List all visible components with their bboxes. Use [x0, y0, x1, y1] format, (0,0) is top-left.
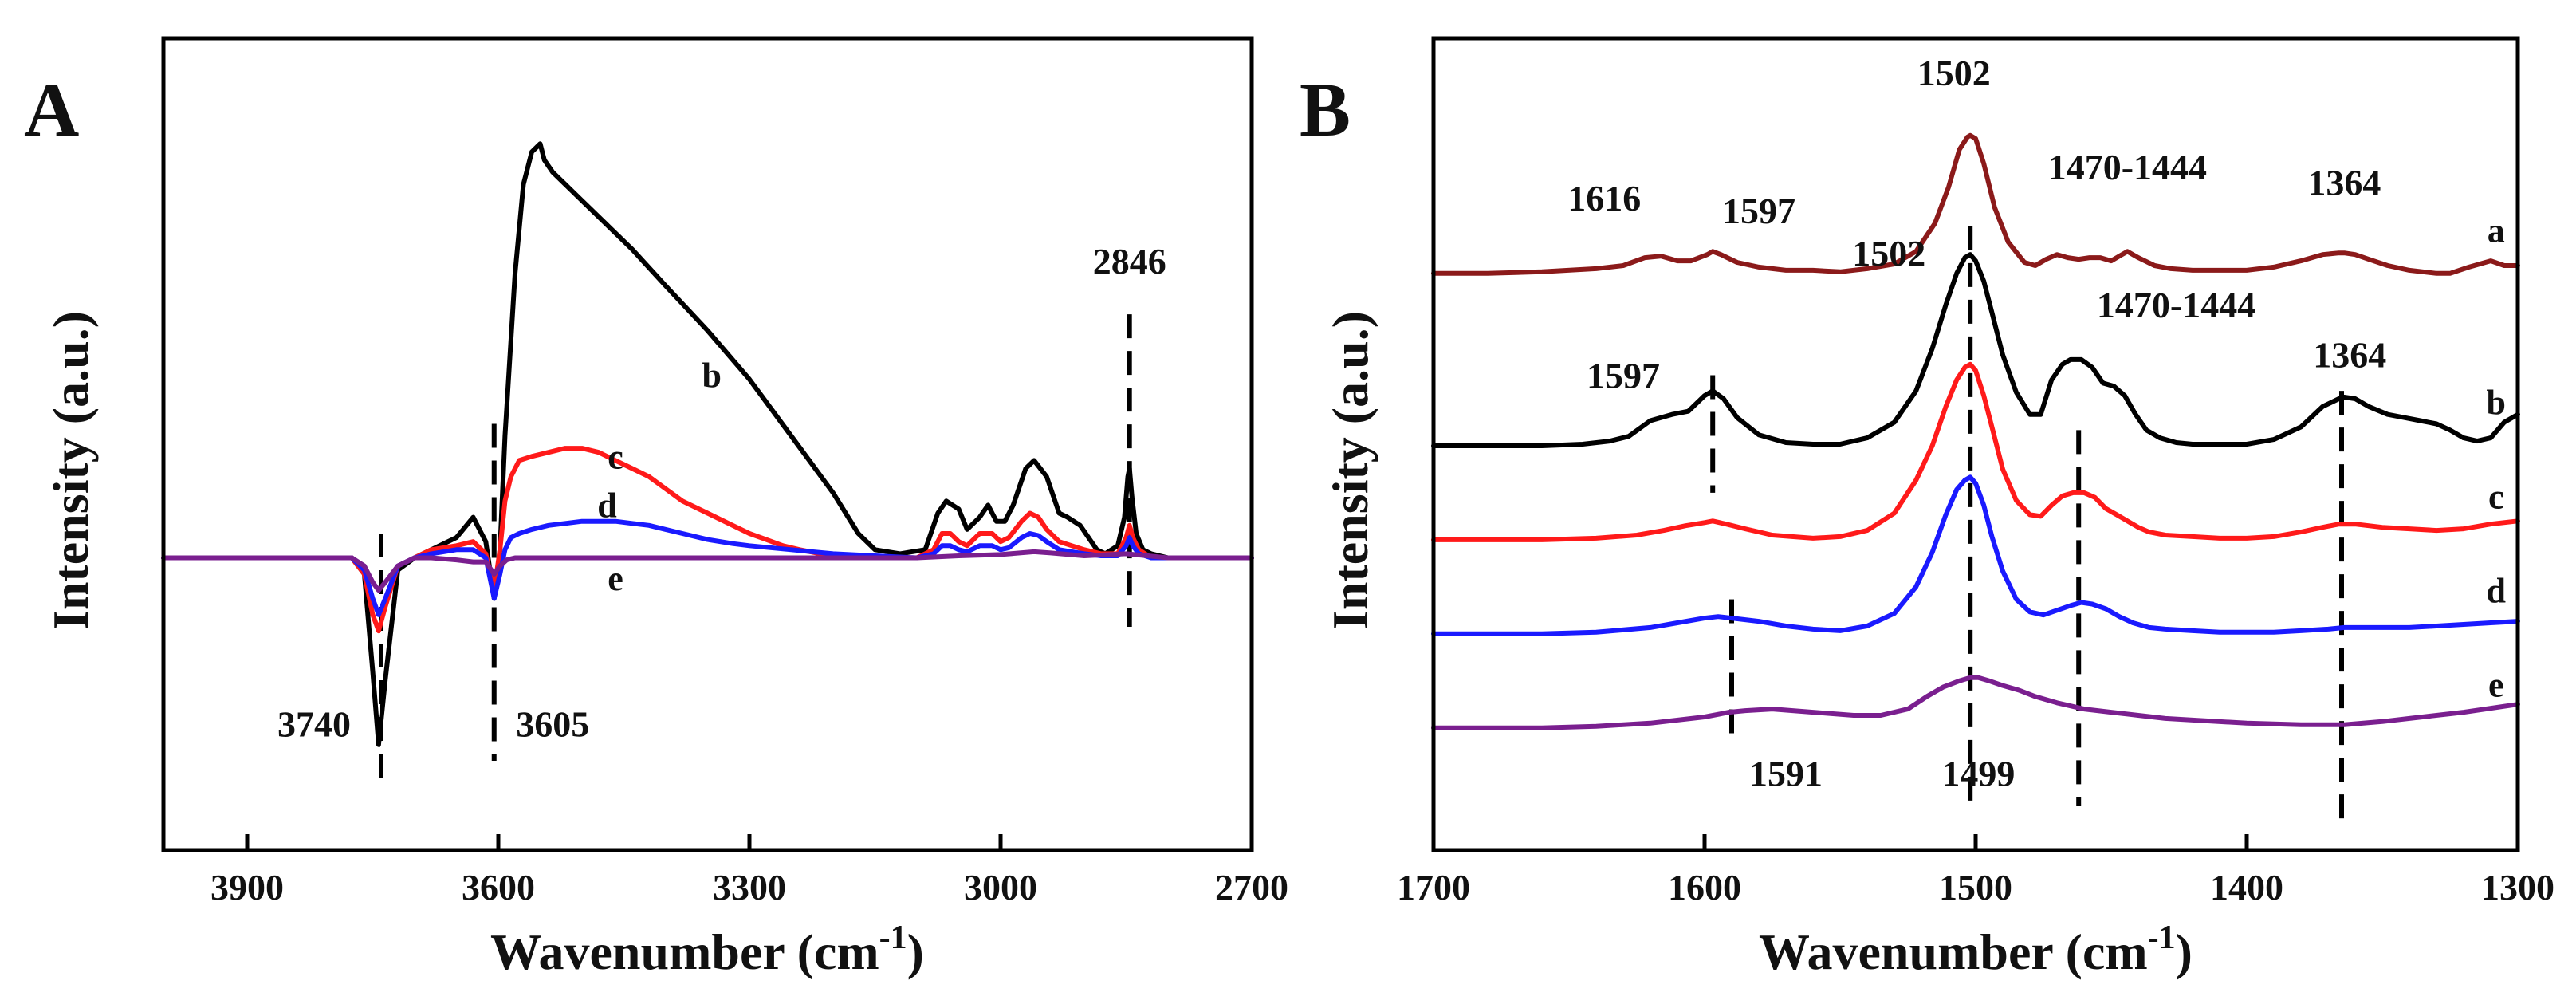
- peak-annotation-b-7: 1597: [1587, 355, 1660, 396]
- x-tick-label-a-3: 3000: [964, 867, 1037, 908]
- x-tick-label-a-2: 3300: [713, 867, 786, 908]
- series-line-b-b: [1431, 252, 2520, 448]
- series-line-b-c: [1431, 361, 2520, 542]
- peak-annotation-b-0: 1616: [1567, 178, 1641, 219]
- curve-label-a-c: c: [608, 438, 623, 477]
- panel-label-a: A: [24, 67, 79, 152]
- series-line-a-d: [161, 518, 1254, 617]
- peak-annotation-a-2: 2846: [1093, 241, 1166, 282]
- curve-label-a-d: d: [597, 486, 616, 526]
- peak-annotation-a-0: 3740: [277, 703, 351, 744]
- series-line-b-d: [1431, 474, 2520, 636]
- x-tick-label-b-4: 1300: [2481, 867, 2554, 908]
- series-line-a-b: [161, 141, 1254, 747]
- x-tick-label-b-0: 1700: [1397, 867, 1470, 908]
- curve-label-a-b: b: [702, 356, 722, 396]
- curve-label-b-d: d: [2487, 571, 2506, 610]
- peak-annotation-b-4: 1364: [2307, 163, 2381, 203]
- peak-annotation-b-8: 1364: [2313, 335, 2386, 376]
- peak-annotation-b-2: 1502: [1917, 53, 1991, 93]
- curve-label-b-a: a: [2488, 211, 2505, 250]
- peak-annotation-b-10: 1499: [1941, 753, 2015, 793]
- x-tick-label-b-2: 1500: [1939, 867, 2012, 908]
- series-line-b-a: [1431, 132, 2520, 276]
- x-axis-title-b: Wavenumber (cm-1): [1759, 919, 2193, 980]
- series-line-b-e: [1431, 675, 2520, 730]
- curve-label-a-e: e: [608, 559, 623, 598]
- peak-annotation-b-5: 1502: [1852, 233, 1925, 274]
- peak-annotation-a-1: 3605: [516, 703, 589, 744]
- curve-label-b-c: c: [2488, 478, 2504, 517]
- peak-annotation-b-6: 1470-1444: [2097, 285, 2255, 325]
- peak-annotation-b-3: 1470-1444: [2048, 147, 2207, 187]
- y-axis-title-b: Intensity (a.u.): [1322, 311, 1378, 630]
- x-tick-label-a-0: 3900: [210, 867, 284, 908]
- plot-frame-a: [161, 36, 1254, 852]
- panel-label-b: B: [1300, 67, 1351, 152]
- peak-annotation-b-1: 1597: [1722, 191, 1795, 231]
- y-axis-title-a: Intensity (a.u.): [42, 311, 99, 630]
- x-tick-label-b-1: 1600: [1668, 867, 1741, 908]
- x-tick-label-a-4: 2700: [1215, 867, 1288, 908]
- curve-label-b-e: e: [2488, 665, 2504, 704]
- series-line-a-e: [161, 549, 1254, 593]
- x-tick-label-a-1: 3600: [462, 867, 535, 908]
- x-axis-title-a: Wavenumber (cm-1): [490, 919, 924, 980]
- x-tick-label-b-3: 1400: [2210, 867, 2283, 908]
- curve-label-b-b: b: [2487, 384, 2506, 423]
- series-line-a-c: [161, 446, 1254, 634]
- panel-b: 1700 1600 1500 1400 1300 B Intensity (a.u.) Wav…: [1300, 36, 2554, 980]
- panel-a: 3900 3600 3300 3000 2700 A Intensity (a.u.) Wav…: [24, 36, 1288, 980]
- peak-annotation-b-9: 1591: [1749, 753, 1823, 793]
